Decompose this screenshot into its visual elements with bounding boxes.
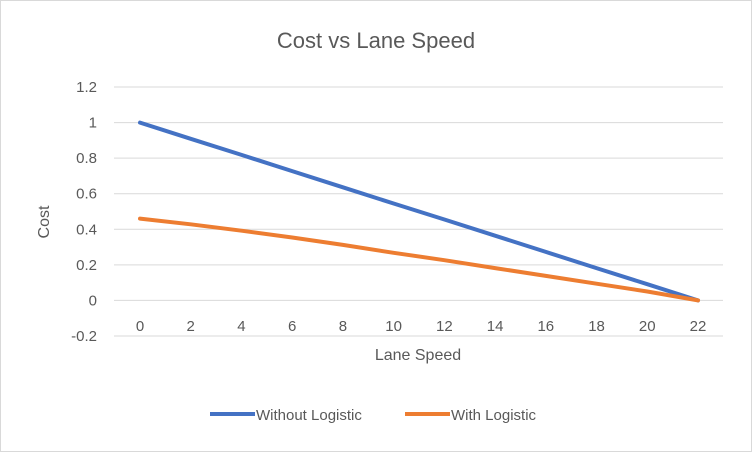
x-tick-label: 0 (136, 318, 144, 335)
x-tick-label: 18 (588, 318, 605, 335)
x-tick-label: 14 (487, 318, 504, 335)
x-tick-label: 2 (187, 318, 195, 335)
series-line-1 (138, 120, 700, 303)
y-tick-label: 0 (89, 292, 97, 309)
chart-title: Cost vs Lane Speed (277, 28, 475, 53)
y-tick-label: 0.4 (76, 221, 97, 238)
x-axis-label: Lane Speed (375, 347, 461, 364)
y-tick-label: -0.2 (71, 328, 97, 345)
series-lines (138, 120, 700, 303)
x-tick-label: 16 (537, 318, 554, 335)
y-tick-label: 1 (89, 115, 97, 132)
x-tick-label: 4 (237, 318, 245, 335)
x-tick-label: 20 (639, 318, 656, 335)
x-tick-label: 12 (436, 318, 453, 335)
y-tick-label: 1.2 (76, 79, 97, 96)
y-tick-label: 0.2 (76, 257, 97, 274)
x-tick-label: 10 (385, 318, 402, 335)
y-tick-label: 0.6 (76, 186, 97, 203)
x-tick-label: 8 (339, 318, 347, 335)
legend-label: With Logistic (451, 407, 537, 424)
y-axis-ticks: 1.2 1 0.8 0.6 0.4 0.2 0 -0.2 (71, 79, 97, 345)
y-tick-label: 0.8 (76, 150, 97, 167)
series-line-2 (138, 216, 700, 303)
x-tick-label: 22 (690, 318, 707, 335)
legend: Without Logistic With Logistic (210, 407, 537, 424)
legend-label: Without Logistic (256, 407, 362, 424)
x-tick-label: 6 (288, 318, 296, 335)
x-axis-ticks: 0 2 4 6 8 10 12 14 16 18 20 22 (136, 318, 707, 335)
y-axis-label: Cost (36, 205, 53, 238)
